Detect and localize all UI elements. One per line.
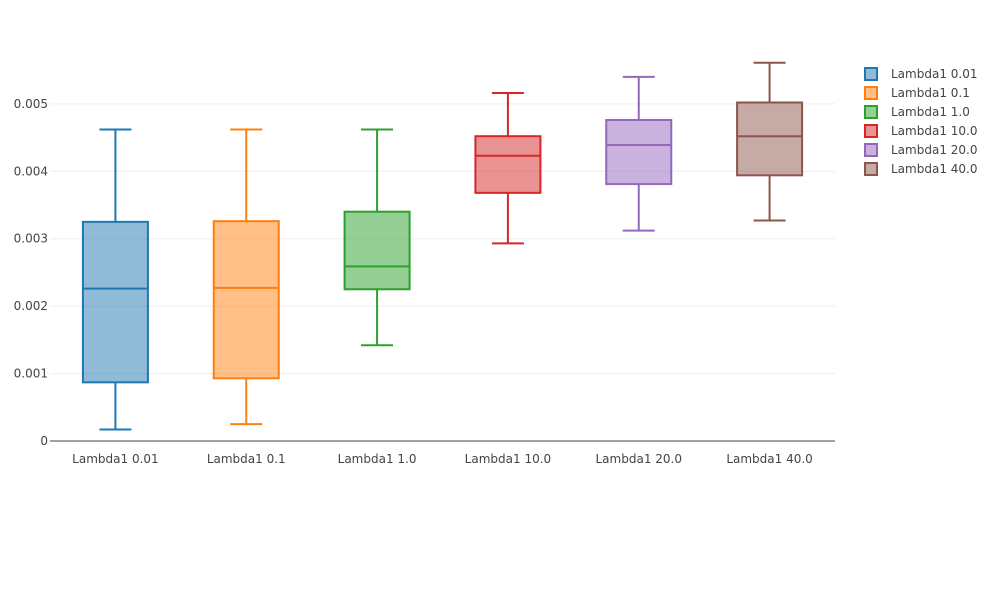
iqr-box	[343, 210, 411, 291]
x-tick-label: Lambda1 40.0	[726, 452, 812, 466]
box-group[interactable]	[81, 128, 149, 431]
legend-label: Lambda1 0.01	[891, 67, 977, 81]
x-tick-label: Lambda1 10.0	[465, 452, 551, 466]
box-series	[81, 61, 804, 431]
legend-swatch	[864, 124, 878, 138]
legend-label: Lambda1 1.0	[891, 105, 970, 119]
axes: 0 0.001 0.002 0.003 0.004 0.005 Lambda1 0.01 La…	[14, 97, 835, 466]
box-group[interactable]	[736, 61, 804, 222]
iqr-box	[212, 220, 280, 380]
legend-item[interactable]: Lambda1 20.0	[864, 143, 977, 157]
x-tick-label: Lambda1 0.1	[207, 452, 286, 466]
legend-label: Lambda1 10.0	[891, 124, 977, 138]
legend-label: Lambda1 0.1	[891, 86, 970, 100]
y-tick-label: 0.005	[14, 97, 48, 111]
grid-lines	[50, 103, 835, 375]
legend-swatch	[864, 86, 878, 100]
legend-swatch	[864, 143, 878, 157]
legend-item[interactable]: Lambda1 10.0	[864, 124, 977, 138]
box-group[interactable]	[212, 128, 280, 426]
legend-item[interactable]: Lambda1 40.0	[864, 162, 977, 176]
y-tick-label: 0.003	[14, 232, 48, 246]
legend-label: Lambda1 20.0	[891, 143, 977, 157]
iqr-box	[736, 101, 804, 177]
legend-item[interactable]: Lambda1 0.1	[864, 86, 970, 100]
legend[interactable]: Lambda1 0.01 Lambda1 0.1 Lambda1 1.0 Lambda…	[864, 67, 977, 176]
iqr-box	[81, 220, 149, 384]
y-tick-label: 0	[40, 434, 48, 448]
legend-item[interactable]: Lambda1 1.0	[864, 105, 970, 119]
box-group[interactable]	[605, 75, 673, 232]
legend-swatch	[864, 162, 878, 176]
box-group[interactable]	[343, 128, 411, 347]
x-tick-label: Lambda1 0.01	[72, 452, 158, 466]
y-tick-label: 0.001	[14, 367, 48, 381]
legend-swatch	[864, 67, 878, 81]
y-tick-label: 0.004	[14, 164, 48, 178]
box-group[interactable]	[474, 92, 542, 245]
x-tick-label: Lambda1 1.0	[338, 452, 417, 466]
y-tick-label: 0.002	[14, 299, 48, 313]
x-tick-label: Lambda1 20.0	[596, 452, 682, 466]
legend-item[interactable]: Lambda1 0.01	[864, 67, 977, 81]
iqr-box	[474, 135, 542, 194]
legend-label: Lambda1 40.0	[891, 162, 977, 176]
iqr-box	[605, 119, 673, 186]
legend-swatch	[864, 105, 878, 119]
